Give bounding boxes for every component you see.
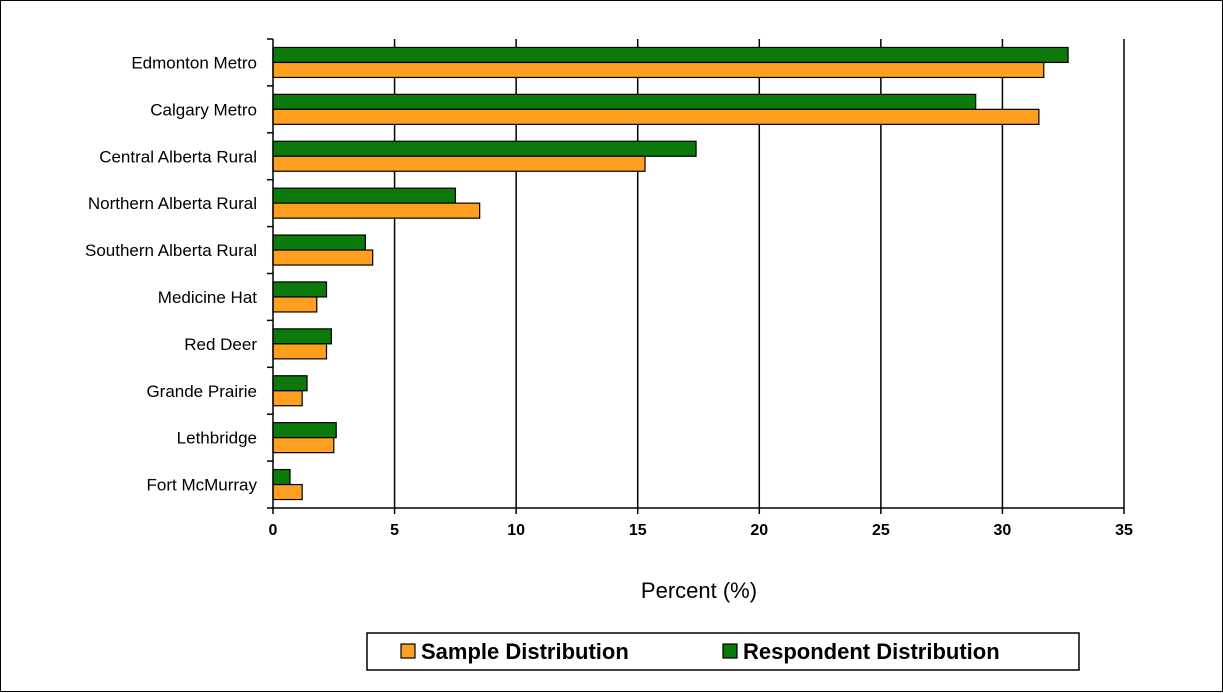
category-label: Grande Prairie	[146, 382, 257, 401]
x-tick-label: 20	[750, 522, 768, 539]
bar-respondent-distribution	[272, 234, 366, 251]
category-label: Red Deer	[184, 335, 257, 354]
category-label: Edmonton Metro	[131, 53, 257, 72]
x-axis-title: Percent (%)	[641, 578, 757, 603]
bar-respondent-distribution	[272, 422, 337, 439]
bar-sample-distribution	[272, 483, 303, 501]
category-label: Lethbridge	[177, 429, 257, 448]
bar-sample-distribution	[272, 296, 318, 313]
axes	[267, 38, 1125, 514]
x-tick-label: 25	[872, 522, 890, 539]
x-tick-label: 15	[629, 522, 647, 539]
bar-sample-distribution	[272, 202, 481, 219]
category-label: Northern Alberta Rural	[88, 194, 257, 213]
bar-sample-distribution	[272, 61, 1045, 79]
bar-sample-distribution	[272, 390, 303, 407]
category-label: Calgary Metro	[150, 100, 257, 119]
bar-sample-distribution	[272, 249, 374, 266]
legend-swatch	[400, 643, 416, 659]
category-label: Medicine Hat	[158, 288, 257, 307]
bar-respondent-distribution	[272, 375, 308, 392]
legend: Sample Distribution Respondent Distributi…	[366, 632, 1080, 671]
bar-respondent-distribution	[272, 140, 697, 157]
category-label: Southern Alberta Rural	[85, 241, 257, 260]
legend-label: Respondent Distribution	[743, 639, 1000, 664]
bar-sample-distribution	[272, 343, 328, 360]
category-label: Central Alberta Rural	[99, 147, 257, 166]
x-tick-label: 30	[994, 522, 1012, 539]
x-tick-label: 0	[269, 522, 278, 539]
bars	[272, 46, 1069, 501]
bar-respondent-distribution	[272, 187, 456, 204]
bar-respondent-distribution	[272, 46, 1069, 64]
bar-sample-distribution	[272, 155, 646, 172]
category-labels: Edmonton Metro Calgary Metro Central Alber…	[85, 53, 258, 494]
bar-respondent-distribution	[272, 328, 332, 345]
tick-labels: 0 5 10 15 20 25 30 35	[269, 522, 1133, 539]
x-tick-label: 10	[507, 522, 525, 539]
x-tick-label: 5	[390, 522, 399, 539]
category-label: Fort McMurray	[147, 476, 258, 495]
bar-respondent-distribution	[272, 468, 291, 486]
legend-swatch	[722, 643, 738, 659]
bar-sample-distribution	[272, 437, 335, 454]
bar-respondent-distribution	[272, 93, 977, 110]
bar-sample-distribution	[272, 108, 1040, 125]
x-tick-label: 35	[1115, 522, 1133, 539]
legend-label: Sample Distribution	[421, 639, 629, 664]
bar-respondent-distribution	[272, 281, 328, 298]
